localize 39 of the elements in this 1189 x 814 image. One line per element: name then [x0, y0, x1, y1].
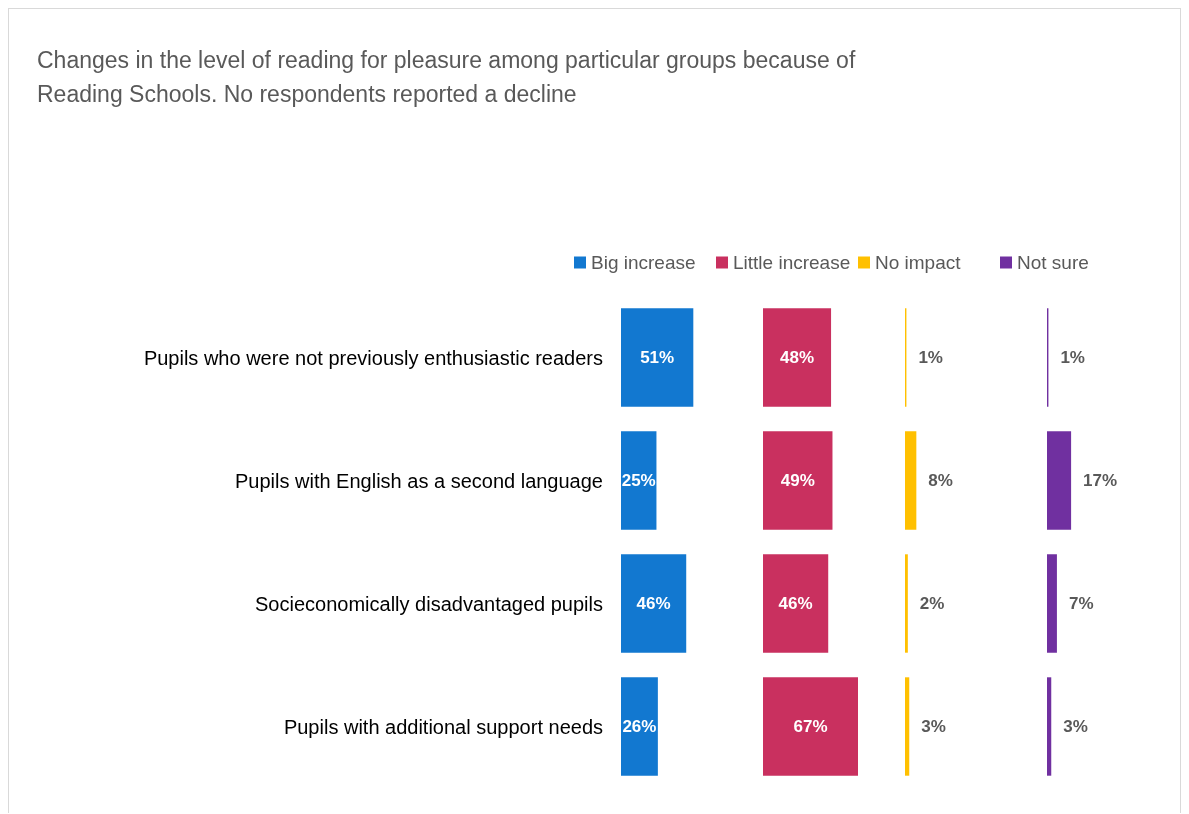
data-label: 3%	[1063, 717, 1088, 736]
legend-label: No impact	[875, 252, 962, 273]
bar	[763, 308, 832, 407]
bar	[763, 431, 833, 530]
data-label: 17%	[1083, 471, 1118, 490]
data-label: 67%	[793, 717, 828, 736]
data-label: 3%	[921, 717, 946, 736]
y-tick-label: Pupils who were not previously enthusiastic readers	[143, 346, 603, 369]
data-label: 1%	[918, 348, 943, 367]
bar	[621, 308, 694, 407]
bar	[905, 431, 917, 530]
legend-label: Big increase	[591, 252, 696, 273]
bar	[621, 554, 687, 653]
bar	[1047, 431, 1072, 530]
data-label: 26%	[622, 717, 657, 736]
data-label: 8%	[928, 471, 953, 490]
data-label: 46%	[778, 594, 813, 613]
chart-title: Changes in the level of reading for pleasure among particular groups because of Reading Schools. No respondents reported a decline	[37, 47, 862, 107]
data-label: 49%	[780, 471, 815, 490]
bar	[1047, 554, 1057, 653]
y-tick-label: Pupils with additional support needs	[283, 715, 603, 738]
data-label: 7%	[1068, 594, 1094, 613]
bar	[905, 554, 908, 653]
legend-label: Little increase	[733, 252, 851, 273]
y-tick-label: Pupils with English as a second language	[234, 469, 603, 492]
bar	[763, 677, 858, 776]
legend-label: Not sure	[1017, 252, 1089, 273]
data-label: 51%	[640, 348, 675, 367]
bar	[1047, 677, 1052, 776]
data-label: 1%	[1060, 348, 1085, 367]
bar	[621, 431, 657, 530]
data-label: 48%	[780, 348, 815, 367]
data-label: 2%	[919, 594, 945, 613]
y-tick-label: Socieconomically disadvantaged pupils	[255, 592, 603, 615]
bar	[621, 677, 658, 776]
bar	[763, 554, 829, 653]
bar	[905, 677, 910, 776]
data-label: 25%	[621, 471, 656, 490]
data-label: 46%	[636, 594, 671, 613]
